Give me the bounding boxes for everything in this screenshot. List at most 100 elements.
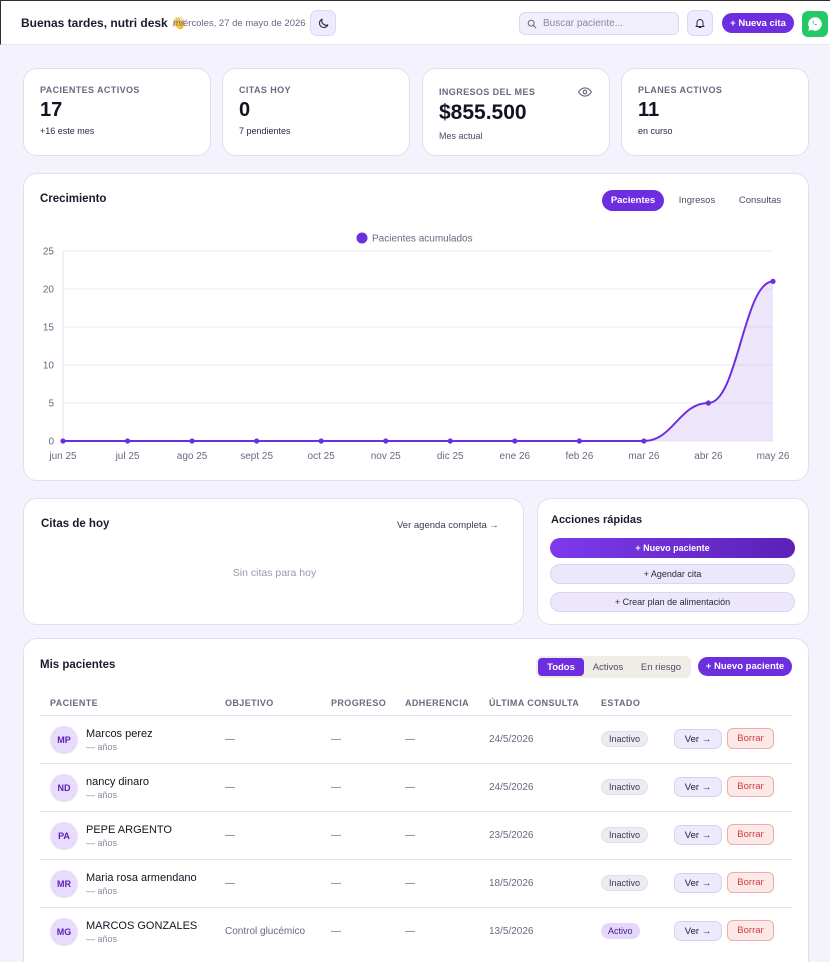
stat-label: INGRESOS DEL MES bbox=[439, 87, 536, 97]
data-point bbox=[641, 438, 647, 444]
search-input[interactable] bbox=[543, 18, 673, 29]
table-row[interactable]: MR Maria rosa armendano — años — — — 18/… bbox=[40, 859, 792, 907]
patient-age: — años bbox=[86, 934, 118, 944]
patient-adherence: — bbox=[405, 878, 415, 889]
view-patient-button[interactable]: Ver → bbox=[674, 873, 722, 893]
appointments-title: Citas de hoy bbox=[41, 518, 110, 530]
growth-title: Crecimiento bbox=[40, 193, 107, 205]
patients-card bbox=[23, 638, 809, 962]
tab-patients[interactable]: Pacientes bbox=[602, 190, 664, 211]
x-tick-label: may 26 bbox=[757, 451, 790, 462]
column-header-adherence: ADHERENCIA bbox=[405, 698, 470, 708]
view-patient-button[interactable]: Ver → bbox=[674, 825, 722, 845]
patient-adherence: — bbox=[405, 830, 415, 841]
y-tick-label: 15 bbox=[43, 323, 55, 334]
data-point bbox=[189, 438, 195, 444]
data-point bbox=[60, 438, 66, 444]
top-bar: Buenas tardes, nutri desk 👋 miércoles, 2… bbox=[0, 0, 830, 45]
patient-last-consultation: 24/5/2026 bbox=[489, 782, 534, 793]
patient-progress: — bbox=[331, 926, 341, 937]
empty-appointments-message: Sin citas para hoy bbox=[232, 567, 317, 579]
table-row[interactable]: ND nancy dinaro — años — — — 24/5/2026 I… bbox=[40, 763, 792, 811]
patient-progress: — bbox=[331, 830, 341, 841]
quick-actions-title: Acciones rápidas bbox=[551, 514, 643, 526]
y-tick-label: 0 bbox=[48, 437, 54, 448]
column-header-objective: OBJETIVO bbox=[225, 698, 274, 708]
appointments-card: Citas de hoy Ver agenda completa → Sin c… bbox=[23, 498, 524, 625]
patient-name: PEPE ARGENTO bbox=[86, 824, 172, 836]
patient-progress: — bbox=[331, 782, 341, 793]
delete-patient-button[interactable]: Borrar bbox=[727, 824, 774, 845]
delete-patient-button[interactable]: Borrar bbox=[727, 728, 774, 749]
greeting: Buenas tardes, nutri desk 👋 bbox=[21, 16, 186, 30]
quick-schedule-appointment-button[interactable]: + Agendar cita bbox=[550, 564, 795, 584]
search-box bbox=[519, 12, 679, 35]
status-badge: Inactivo bbox=[601, 731, 649, 747]
x-tick-label: nov 25 bbox=[371, 451, 401, 462]
patient-objective: — bbox=[225, 878, 235, 889]
whatsapp-button[interactable] bbox=[802, 11, 828, 37]
table-row[interactable]: MP Marcos perez — años — — — 24/5/2026 I… bbox=[40, 715, 792, 763]
y-tick-label: 20 bbox=[43, 285, 55, 296]
patient-name: MARCOS GONZALES bbox=[86, 920, 198, 932]
search-icon bbox=[527, 19, 537, 28]
patient-objective: Control glucémico bbox=[225, 926, 306, 937]
x-tick-label: ene 26 bbox=[500, 451, 531, 462]
status-badge: Inactivo bbox=[601, 779, 649, 795]
stat-sub: +16 este mes bbox=[40, 126, 95, 136]
stat-card-monthly-income: INGRESOS DEL MES $855.500 Mes actual bbox=[422, 68, 610, 156]
patient-objective: — bbox=[225, 734, 235, 745]
x-tick-label: jul 25 bbox=[115, 451, 140, 462]
view-patient-button[interactable]: Ver → bbox=[674, 729, 722, 749]
stat-value: 17 bbox=[40, 99, 63, 121]
delete-patient-button[interactable]: Borrar bbox=[727, 872, 774, 893]
stat-sub: en curso bbox=[638, 126, 673, 136]
patient-last-consultation: 18/5/2026 bbox=[489, 878, 534, 889]
filter-active[interactable]: Activos bbox=[592, 661, 624, 673]
new-patient-button[interactable]: + Nuevo paciente bbox=[698, 657, 792, 676]
x-tick-label: oct 25 bbox=[308, 451, 336, 462]
delete-patient-button[interactable]: Borrar bbox=[727, 920, 774, 941]
view-patient-button[interactable]: Ver → bbox=[674, 777, 722, 797]
patient-last-consultation: 24/5/2026 bbox=[489, 734, 534, 745]
patient-last-consultation: 23/5/2026 bbox=[489, 830, 534, 841]
patient-name: Marcos perez bbox=[86, 728, 153, 740]
series-line bbox=[63, 280, 774, 443]
quick-new-patient-button[interactable]: + Nuevo paciente bbox=[550, 538, 795, 558]
patient-progress: — bbox=[331, 878, 341, 889]
data-point bbox=[383, 438, 389, 444]
column-header-last-consultation: ÚLTIMA CONSULTA bbox=[489, 698, 580, 708]
y-tick-label: 10 bbox=[43, 361, 55, 372]
new-appointment-button[interactable]: + Nueva cita bbox=[722, 13, 794, 33]
x-tick-label: abr 26 bbox=[694, 451, 723, 462]
theme-toggle-button[interactable] bbox=[310, 10, 336, 36]
eye-icon[interactable] bbox=[578, 86, 592, 98]
growth-chart: 0 5 10 15 20 25 jun 25 jul 25 ago 25 sept 25 oct 2… bbox=[43, 232, 790, 462]
tab-income[interactable]: Ingresos bbox=[678, 195, 716, 206]
stat-sub: Mes actual bbox=[439, 131, 483, 141]
patient-objective: — bbox=[225, 782, 235, 793]
data-point bbox=[705, 400, 712, 406]
filter-all[interactable]: Todos bbox=[538, 658, 584, 676]
view-agenda-link[interactable]: Ver agenda completa → bbox=[397, 520, 499, 531]
table-row[interactable]: PA PEPE ARGENTO — años — — — 23/5/2026 I… bbox=[40, 811, 792, 859]
notifications-button[interactable] bbox=[687, 10, 713, 36]
x-tick-label: sept 25 bbox=[240, 451, 273, 462]
avatar: ND bbox=[50, 774, 78, 802]
patient-adherence: — bbox=[405, 782, 415, 793]
legend-label: Pacientes acumulados bbox=[372, 234, 473, 245]
delete-patient-button[interactable]: Borrar bbox=[727, 776, 774, 797]
patient-name: Maria rosa armendano bbox=[86, 872, 197, 884]
quick-create-meal-plan-button[interactable]: + Crear plan de alimentación bbox=[550, 592, 795, 612]
tab-consultations[interactable]: Consultas bbox=[738, 195, 782, 206]
table-row[interactable]: MG MARCOS GONZALES — años Control glucém… bbox=[40, 907, 792, 955]
x-tick-label: feb 26 bbox=[565, 451, 593, 462]
y-tick-label: 25 bbox=[43, 247, 55, 258]
stat-value: $855.500 bbox=[439, 101, 527, 124]
avatar: MR bbox=[50, 870, 78, 898]
column-header-status: ESTADO bbox=[601, 698, 641, 708]
avatar: MP bbox=[50, 726, 78, 754]
filter-at-risk[interactable]: En riesgo bbox=[640, 661, 682, 673]
view-patient-button[interactable]: Ver → bbox=[674, 921, 722, 941]
data-point bbox=[318, 438, 324, 444]
